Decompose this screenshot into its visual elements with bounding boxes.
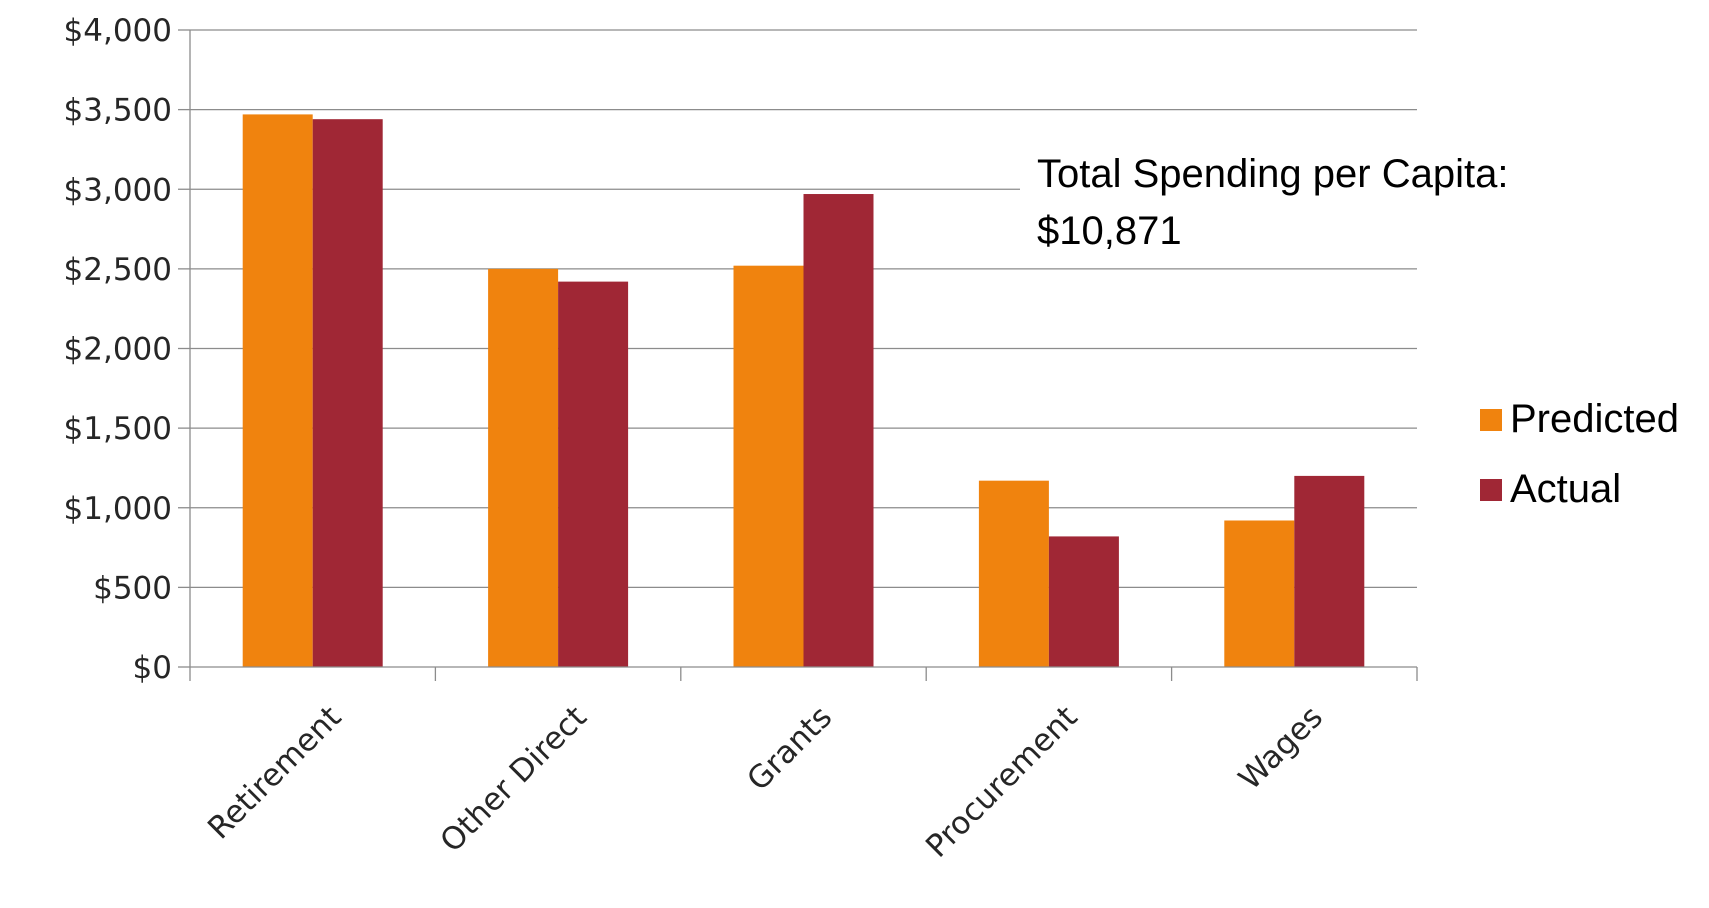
x-category-label: Other Direct <box>433 699 593 859</box>
bar-actual <box>1049 536 1119 667</box>
y-tick-label: $3,500 <box>64 93 172 129</box>
y-tick-label: $500 <box>93 570 172 606</box>
x-axis-category-labels: Retirement Other Direct Grants Procurement W… <box>201 699 1330 865</box>
legend: Predicted Actual <box>1480 397 1679 511</box>
bar-predicted <box>979 481 1049 667</box>
annotation-box: Total Spending per Capita: $10,871 <box>1020 140 1508 260</box>
bar-predicted <box>734 266 804 667</box>
annotation-line-2: $10,871 <box>1037 209 1182 253</box>
legend-label-predicted: Predicted <box>1510 397 1679 441</box>
bar-actual <box>1294 476 1364 667</box>
bar-predicted <box>1224 520 1294 667</box>
y-tick-label: $3,000 <box>64 172 172 208</box>
legend-swatch-actual <box>1480 479 1502 501</box>
bar-predicted <box>488 269 558 667</box>
bar-actual <box>804 194 874 667</box>
y-tick-label: $2,500 <box>64 252 172 288</box>
y-tick-label: $0 <box>133 650 172 686</box>
x-category-label: Grants <box>740 699 839 798</box>
x-category-label: Procurement <box>919 699 1085 865</box>
legend-swatch-predicted <box>1480 409 1502 431</box>
annotation-line-1: Total Spending per Capita: <box>1037 152 1508 196</box>
y-axis-tick-labels: $0 $500 $1,000 $1,500 $2,000 $2,500 $3,000 $3,5… <box>64 13 172 686</box>
y-tick-label: $4,000 <box>64 13 172 49</box>
x-category-label: Retirement <box>201 699 348 846</box>
bar-actual <box>313 119 383 667</box>
y-tick-label: $2,000 <box>64 332 172 368</box>
y-tick-label: $1,000 <box>64 491 172 527</box>
legend-label-actual: Actual <box>1510 467 1621 511</box>
bar-actual <box>558 282 628 667</box>
bar-predicted <box>243 114 313 667</box>
y-tick-label: $1,500 <box>64 411 172 447</box>
x-category-label: Wages <box>1232 699 1330 797</box>
